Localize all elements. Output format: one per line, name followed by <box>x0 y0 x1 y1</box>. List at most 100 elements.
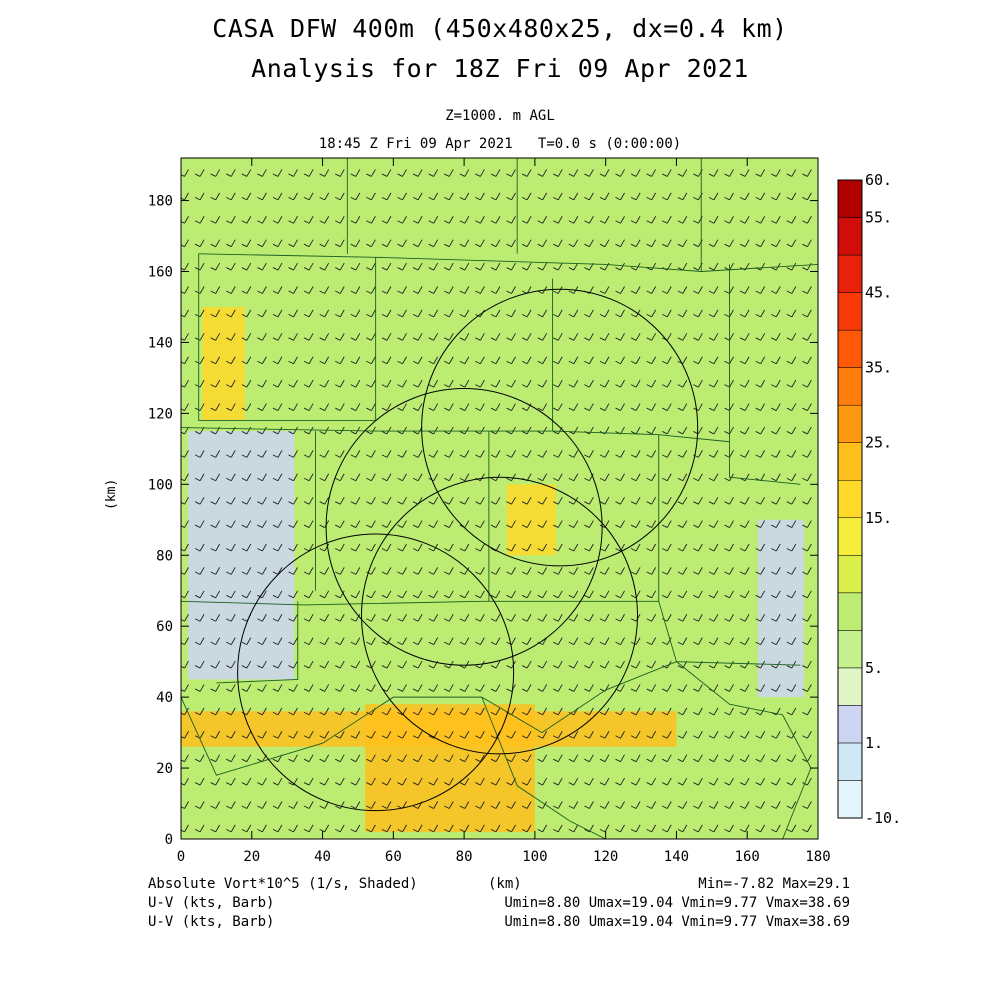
wind-barb <box>568 333 579 341</box>
wind-barb <box>272 543 283 552</box>
wind-barb <box>802 684 812 692</box>
wind-barb <box>693 590 703 599</box>
wind-barb <box>739 731 750 739</box>
wind-barb <box>677 216 688 224</box>
wind-barb <box>350 684 361 692</box>
wind-barb <box>444 262 454 271</box>
wind-barb <box>381 379 392 388</box>
wind-barb <box>771 613 781 622</box>
wind-barb <box>708 801 719 809</box>
wind-barb <box>366 684 376 692</box>
wind-barb <box>677 731 688 739</box>
wind-barb <box>241 660 252 669</box>
wind-barb <box>786 777 797 786</box>
colorbar-label: -10. <box>865 809 901 827</box>
wind-barb <box>506 286 516 294</box>
wind-barb <box>599 801 610 809</box>
wind-barb <box>677 777 688 786</box>
wind-barb <box>194 684 205 692</box>
wind-barb <box>257 379 267 388</box>
wind-barb <box>506 754 516 763</box>
wind-barb <box>646 684 657 692</box>
wind-barb <box>444 496 454 505</box>
wind-barb <box>366 590 376 599</box>
wind-barb <box>708 567 719 575</box>
wind-barb <box>475 169 485 177</box>
wind-barb <box>350 590 361 599</box>
wind-barb <box>241 777 252 786</box>
wind-barb <box>428 169 439 177</box>
wind-barb <box>181 824 189 833</box>
wind-barb <box>708 356 719 365</box>
wind-barb <box>412 333 423 341</box>
wind-barb <box>194 824 205 833</box>
wind-barb <box>521 731 532 739</box>
wind-barb <box>335 660 345 669</box>
wind-barb <box>319 169 330 177</box>
wind-barb <box>693 216 703 224</box>
wind-barb <box>724 520 734 528</box>
wind-barb <box>335 450 345 458</box>
wind-barb <box>397 216 407 224</box>
wind-barb <box>257 403 267 411</box>
wind-barb <box>444 216 454 224</box>
wind-barb <box>428 613 439 622</box>
wind-barb <box>537 379 548 388</box>
wind-barb <box>553 379 563 388</box>
wind-barb <box>226 239 236 248</box>
wind-barb <box>366 309 376 318</box>
wind-barb <box>615 754 625 763</box>
wind-barb <box>303 169 314 177</box>
wind-barb <box>288 613 298 622</box>
wind-barb <box>350 309 361 318</box>
wind-barb <box>241 262 252 271</box>
wind-barb <box>708 262 719 271</box>
wind-barb <box>802 192 812 201</box>
wind-barb <box>553 731 563 739</box>
wind-barb <box>506 731 516 739</box>
colorbar-swatch <box>837 479 863 519</box>
wind-barb <box>272 777 283 786</box>
wind-barb <box>303 824 314 833</box>
wind-barb <box>303 286 314 294</box>
wind-barb <box>350 496 361 505</box>
wind-barb <box>615 356 625 365</box>
wind-barb <box>646 824 657 833</box>
wind-barb <box>335 707 345 716</box>
wind-barb <box>584 707 594 716</box>
wind-barb <box>428 426 439 435</box>
wind-barb <box>568 520 579 528</box>
wind-barb <box>444 824 454 833</box>
wind-barb <box>303 262 314 271</box>
wind-barb <box>303 684 314 692</box>
wind-barb <box>272 660 283 669</box>
wind-barb <box>272 590 283 599</box>
wind-barb <box>646 613 657 622</box>
wind-barb <box>490 496 501 505</box>
wind-barb <box>584 660 594 669</box>
wind-barb <box>459 216 470 224</box>
x-tick-label: 120 <box>593 849 618 865</box>
wind-barb <box>381 262 392 271</box>
wind-barb <box>506 333 516 341</box>
wind-barb <box>241 356 252 365</box>
wind-barb <box>584 216 594 224</box>
wind-barb <box>708 777 719 786</box>
wind-barb <box>350 707 361 716</box>
wind-barb <box>303 520 314 528</box>
wind-barb <box>241 379 252 388</box>
wind-barb <box>350 379 361 388</box>
wind-barb <box>537 613 548 622</box>
wind-barb <box>771 379 781 388</box>
wind-barb <box>708 169 719 177</box>
wind-barb <box>444 379 454 388</box>
wind-barb <box>553 613 563 622</box>
wind-barb <box>412 777 423 786</box>
wind-barb <box>412 520 423 528</box>
wind-barb <box>428 707 439 716</box>
wind-barb <box>412 567 423 575</box>
wind-barb <box>521 777 532 786</box>
wind-barb <box>181 262 189 271</box>
wind-barb <box>459 239 470 248</box>
wind-barb <box>210 239 221 248</box>
